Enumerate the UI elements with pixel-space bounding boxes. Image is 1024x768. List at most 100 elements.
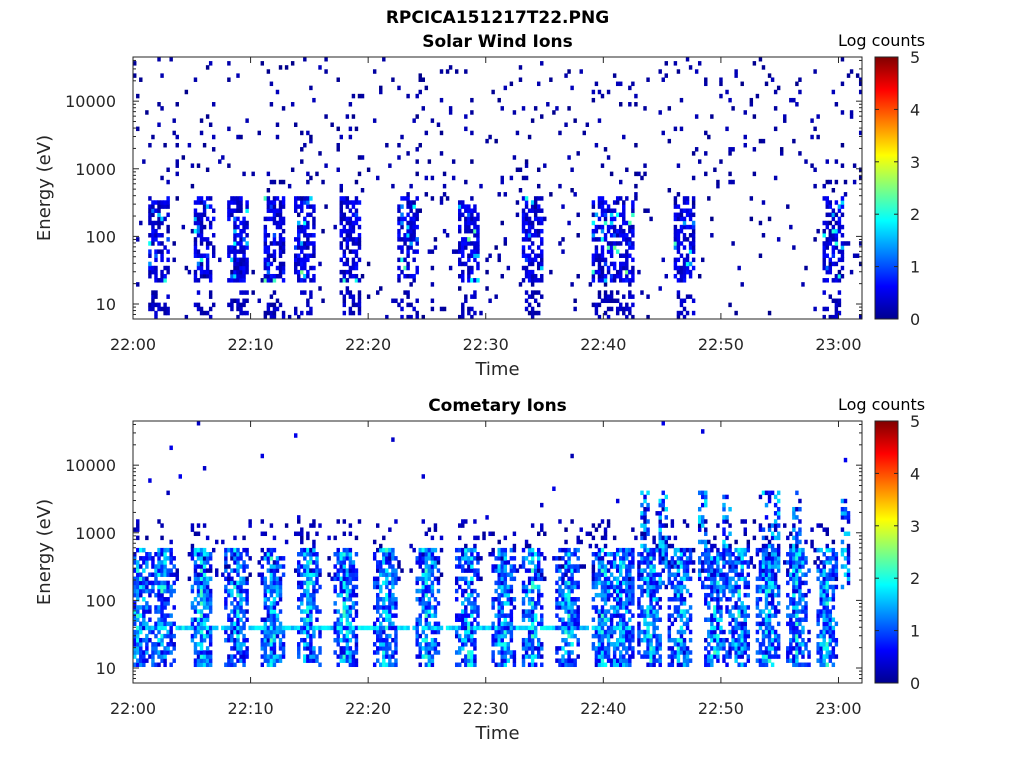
spectrogram-cell (215, 572, 219, 577)
spectrogram-cell (470, 547, 474, 553)
spectrogram-cell (464, 597, 468, 602)
spectrogram-cell (436, 601, 441, 606)
spectrogram-cell (628, 662, 632, 668)
spectrogram-cell (576, 212, 580, 218)
spectrogram-cell (388, 588, 392, 594)
spectrogram-cell (603, 212, 608, 218)
spectrogram-cell (133, 527, 137, 532)
spectrogram-cell (151, 560, 155, 565)
spectrogram-cell (239, 204, 243, 209)
spectrogram-cell (157, 216, 161, 222)
spectrogram-cell (476, 224, 480, 230)
spectrogram-cell (594, 584, 599, 590)
spectrogram-cell (600, 625, 605, 631)
spectrogram-cell (664, 556, 668, 561)
spectrogram-cell (236, 592, 240, 598)
spectrogram-cell (533, 106, 538, 111)
spectrogram-cell (154, 552, 158, 557)
spectrogram-cell (266, 560, 271, 565)
spectrogram-cell (619, 601, 623, 606)
spectrogram-cell (133, 621, 137, 627)
spectrogram-cell (606, 658, 611, 663)
spectrogram-cell (345, 220, 350, 226)
spectrogram-cell (655, 584, 659, 590)
spectrogram-cell (603, 568, 608, 573)
spectrogram-cell (573, 601, 577, 606)
spectrogram-cell (670, 523, 675, 528)
spectrogram-cell (831, 216, 836, 222)
spectrogram-cell (379, 642, 383, 647)
spectrogram-cell (245, 564, 249, 569)
spectrogram-cell (655, 646, 659, 651)
spectrogram-cell (269, 523, 274, 528)
spectrogram-cell (524, 637, 529, 643)
spectrogram-cell (622, 613, 626, 618)
spectrogram-cell (713, 560, 717, 565)
spectrogram-cell (461, 245, 465, 250)
spectrogram-cell (461, 310, 465, 316)
spectrogram-cell (831, 298, 836, 304)
spectrogram-cell (239, 200, 243, 205)
spectrogram-cell (230, 196, 234, 201)
spectrogram-cell (685, 588, 690, 594)
spectrogram-cell (388, 625, 392, 631)
spectrogram-cell (351, 633, 356, 639)
spectrogram-cell (473, 249, 477, 254)
spectrogram-cell (306, 584, 310, 590)
spectrogram-cell (485, 625, 489, 631)
spectrogram-cell (658, 584, 662, 590)
spectrogram-cell (701, 584, 705, 590)
spectrogram-cell (205, 650, 210, 655)
spectrogram-cell (239, 269, 243, 275)
spectrogram-cell (837, 310, 842, 316)
spectrogram-cell (670, 621, 675, 627)
spectrogram-cell (142, 654, 146, 659)
spectrogram-cell (549, 77, 553, 82)
spectrogram-cell (685, 560, 690, 565)
spectrogram-cell (166, 306, 170, 312)
spectrogram-cell (239, 609, 243, 614)
spectrogram-cell (685, 625, 690, 631)
spectrogram-cell (591, 560, 596, 565)
spectrogram-cell (394, 556, 398, 561)
spectrogram-cell (269, 310, 274, 316)
spectrogram-cell (652, 621, 656, 627)
spectrogram-cell (406, 261, 410, 267)
spectrogram-cell (145, 633, 149, 639)
spectrogram-cell (233, 642, 237, 647)
spectrogram-cell (649, 216, 653, 222)
spectrogram-cell (643, 106, 647, 111)
spectrogram-cell (193, 216, 198, 222)
spectrogram-cell (716, 560, 720, 565)
spectrogram-cell (196, 302, 201, 308)
spectrogram-cell (707, 547, 711, 553)
spectrogram-cell (458, 224, 462, 230)
spectrogram-cell (688, 560, 693, 565)
spectrogram-cell (202, 142, 207, 148)
spectrogram-cell (752, 114, 757, 119)
spectrogram-cell (193, 609, 198, 614)
spectrogram-cell (500, 568, 504, 573)
spectrogram-cell (236, 196, 240, 201)
spectrogram-cell (728, 97, 732, 103)
spectrogram-cell (588, 282, 593, 287)
spectrogram-cell (433, 237, 438, 242)
spectrogram-cell (312, 233, 316, 238)
spectrogram-cell (136, 584, 140, 590)
spectrogram-cell (707, 650, 711, 655)
spectrogram-cell (303, 142, 307, 148)
spectrogram-cell (379, 613, 383, 618)
spectrogram-cell (275, 568, 280, 573)
spectrogram-cell (679, 662, 684, 668)
spectrogram-cell (600, 535, 605, 541)
spectrogram-cell (619, 278, 623, 283)
spectrogram-cell (133, 609, 137, 614)
spectrogram-cell (649, 556, 653, 561)
spectrogram-cell (573, 625, 577, 631)
spectrogram-cell (646, 77, 650, 82)
spectrogram-cell (591, 552, 596, 557)
spectrogram-cell (594, 605, 599, 610)
spectrogram-cell (643, 498, 647, 504)
spectrogram-cell (530, 560, 535, 565)
spectrogram-cell (567, 564, 571, 569)
